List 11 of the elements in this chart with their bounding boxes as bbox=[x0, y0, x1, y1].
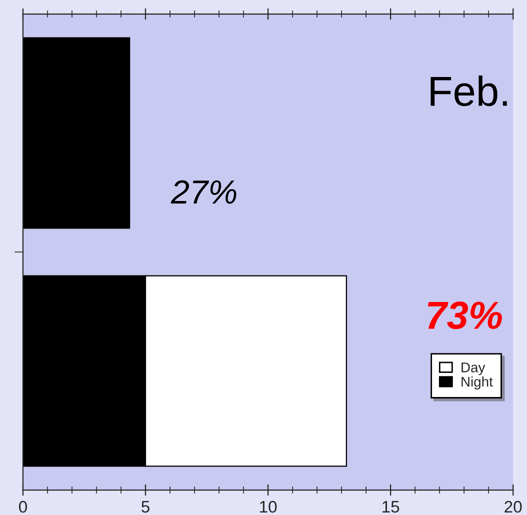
x-tick-label: 5 bbox=[142, 501, 150, 513]
annotation: 73% bbox=[428, 302, 502, 330]
x-tick-label: 10 bbox=[260, 500, 277, 513]
x-tick-label: 0 bbox=[18, 500, 27, 513]
legend-label: Night bbox=[462, 376, 493, 390]
legend-label: Day bbox=[462, 362, 486, 376]
x-tick-label: 15 bbox=[382, 501, 400, 513]
bar bbox=[22, 37, 130, 229]
x-tick-label: 20 bbox=[504, 500, 522, 513]
annotation: 27% bbox=[170, 180, 236, 204]
annotation: Feb. bbox=[430, 76, 507, 106]
